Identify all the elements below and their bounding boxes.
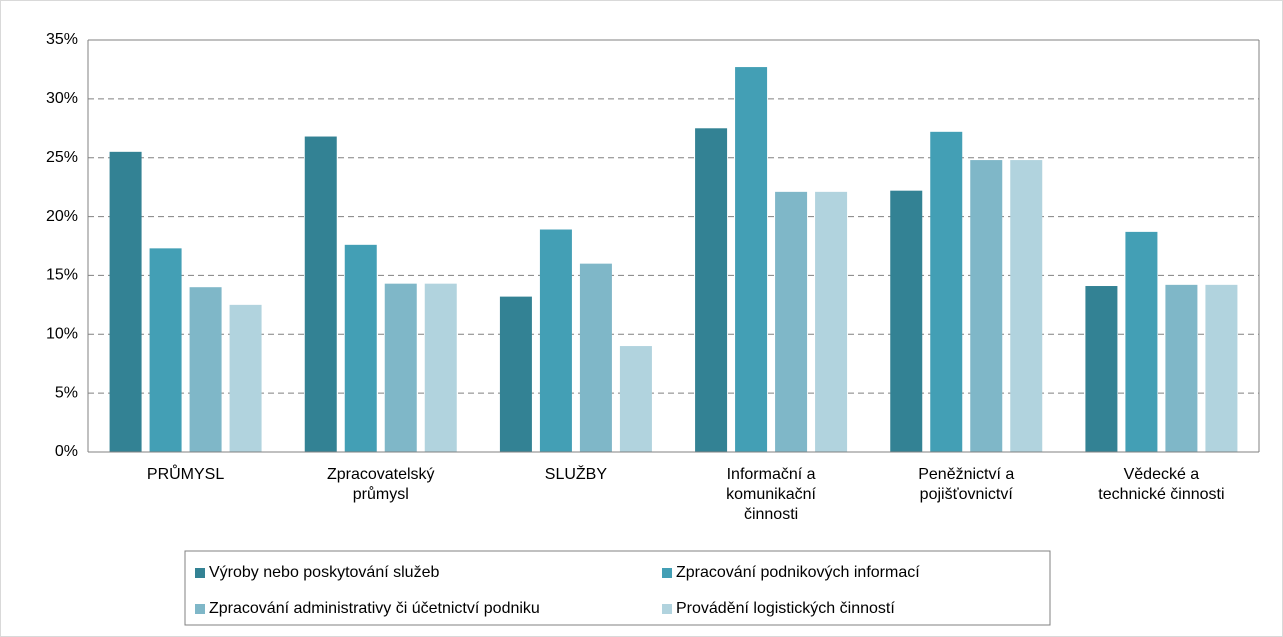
bar	[970, 160, 1003, 452]
bar	[1205, 284, 1238, 452]
y-tick-label: 10%	[46, 326, 78, 343]
x-tick-label: Vědecké a technické činnosti	[1098, 466, 1225, 503]
y-tick-label: 15%	[46, 267, 78, 284]
legend-label: Výroby nebo poskytování služeb	[209, 564, 439, 581]
bar	[109, 151, 142, 453]
legend-swatch	[662, 568, 672, 578]
y-tick-label: 0%	[55, 443, 78, 460]
legend-swatch	[195, 568, 205, 578]
bar	[1125, 231, 1158, 452]
x-tick-label: Zpracovatelský průmysl	[326, 466, 435, 503]
legend-swatch	[662, 604, 672, 614]
bar	[189, 287, 222, 452]
bar	[304, 136, 337, 453]
bar	[775, 191, 808, 452]
legend-label: Provádění logistických činností	[676, 600, 895, 617]
legend-label: Zpracování administrativy či účetnictví …	[209, 600, 540, 617]
y-tick-label: 20%	[46, 208, 78, 225]
bar	[619, 346, 652, 452]
bar	[930, 131, 963, 452]
bar	[149, 248, 182, 452]
legend-label: Zpracování podnikových informací	[676, 564, 920, 581]
bar	[695, 128, 728, 453]
bar	[384, 283, 417, 452]
bar	[1165, 284, 1198, 452]
bar	[229, 304, 262, 452]
y-tick-label: 5%	[55, 384, 78, 401]
x-tick-label: Peněžnictví a pojišťovnictví	[918, 466, 1015, 503]
bar	[890, 190, 923, 452]
bar	[424, 283, 457, 452]
bar	[344, 244, 377, 452]
bar	[579, 263, 612, 452]
x-tick-label: PRŮMYSL	[146, 466, 225, 483]
legend-swatch	[195, 604, 205, 614]
bar	[539, 229, 572, 452]
bar	[499, 296, 532, 452]
x-tick-label: SLUŽBY	[544, 466, 608, 483]
x-tick-label: Informační a komunikační činnosti	[726, 466, 816, 523]
bar	[1085, 286, 1118, 452]
legend-box	[184, 550, 1051, 626]
bar	[815, 191, 848, 452]
y-tick-label: 35%	[46, 31, 78, 48]
bar	[735, 67, 768, 453]
y-tick-label: 30%	[46, 90, 78, 107]
y-tick-label: 25%	[46, 149, 78, 166]
bar	[1010, 160, 1043, 452]
